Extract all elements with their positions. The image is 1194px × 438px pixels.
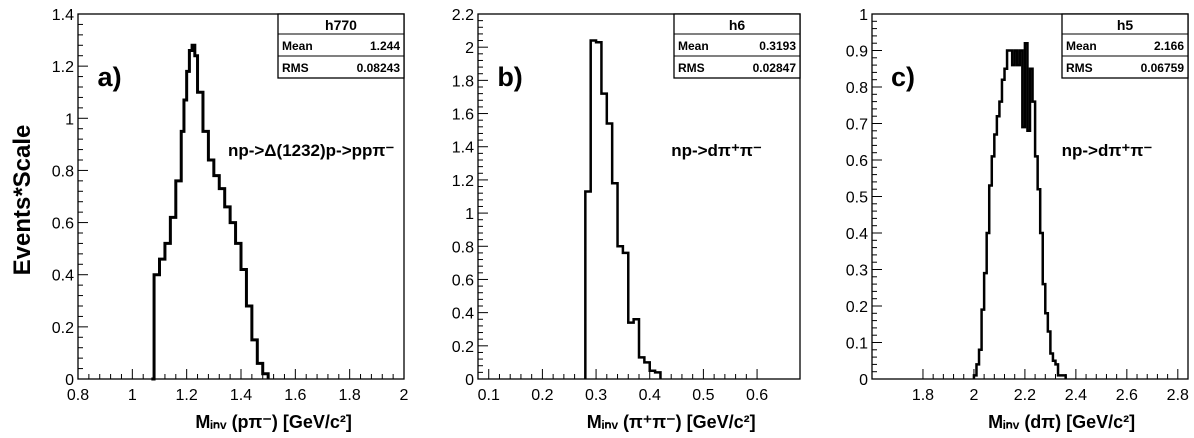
y-tick-label: 0.8 <box>452 239 474 256</box>
y-tick-label: 0 <box>465 372 474 389</box>
y-tick-label: 0.8 <box>846 80 868 97</box>
x-tick-label: 2 <box>969 387 978 404</box>
reaction-annotation: np->dπ⁺π⁻ <box>671 141 762 160</box>
stats-row-value: 0.02847 <box>753 61 797 75</box>
histogram-series-0 <box>151 43 270 381</box>
y-tick-label: 0.6 <box>846 153 868 170</box>
y-tick-label: 0.5 <box>846 190 868 207</box>
y-tick-label: 0.2 <box>846 299 868 316</box>
y-tick-label: 1.2 <box>52 59 74 76</box>
x-tick-label: 2.6 <box>1116 387 1138 404</box>
stats-box <box>277 13 405 79</box>
y-tick-label: 0.2 <box>52 320 74 337</box>
y-tick-label: 2 <box>465 40 474 57</box>
stats-row-label: Mean <box>282 39 313 53</box>
x-tick-label: 0.6 <box>746 387 768 404</box>
x-tick-label: 2 <box>400 387 409 404</box>
histogram-series-0 <box>584 39 662 379</box>
stats-title: h6 <box>729 17 746 33</box>
panel-label: b) <box>497 62 522 92</box>
y-tick-label: 1 <box>465 206 474 223</box>
y-tick-label: 0.9 <box>846 44 868 61</box>
x-tick-label: 0.5 <box>692 387 714 404</box>
x-axis-label: Mᵢₙᵥ (pπ⁻) [GeV/c²] <box>195 412 352 432</box>
y-tick-label: 1.2 <box>452 173 474 190</box>
stats-row-label: RMS <box>282 61 309 75</box>
x-axis-label: Mᵢₙᵥ (π⁺π⁻) [GeV/c²] <box>587 412 756 432</box>
y-tick-label: 1.4 <box>452 140 474 157</box>
y-tick-label: 0.8 <box>52 163 74 180</box>
stats-row-label: RMS <box>678 61 705 75</box>
x-tick-label: 1.6 <box>284 387 306 404</box>
y-tick-label: 0.4 <box>452 306 474 323</box>
stats-row-value: 2.166 <box>1154 39 1184 53</box>
x-tick-label: 2.2 <box>1014 387 1036 404</box>
stats-box <box>1061 13 1189 79</box>
chart-panel-1: 0 0.2 0.4 0.6 0.8 1 1.2 1.4 1.6 1.8 2 2.2 0.1 0.2 0.3 0… <box>452 7 801 432</box>
stats-row-label: RMS <box>1066 61 1093 75</box>
y-tick-label: 0.4 <box>52 268 74 285</box>
chart-panel-2: 0 0.1 0.2 0.3 0.4 0.5 0.6 0.7 0.8 0.9 1 1.8 2 2.2 2.4 2… <box>846 7 1189 432</box>
y-tick-label: 0.7 <box>846 117 868 134</box>
reaction-annotation: np->Δ(1232)p->ppπ⁻ <box>228 141 394 160</box>
stats-row-value: 0.06759 <box>1141 61 1185 75</box>
y-tick-label: 0.4 <box>846 226 868 243</box>
y-tick-label: 0 <box>65 372 74 389</box>
stats-title: h5 <box>1117 17 1134 33</box>
y-tick-label: 0.3 <box>846 263 868 280</box>
x-tick-label: 1.2 <box>176 387 198 404</box>
y-tick-label: 0 <box>859 372 868 389</box>
stats-box <box>673 13 801 79</box>
x-tick-label: 2.4 <box>1065 387 1087 404</box>
x-tick-label: 1.4 <box>230 387 252 404</box>
stats-row-label: Mean <box>678 39 709 53</box>
panel-label: a) <box>98 62 122 92</box>
stats-row-value: 0.3193 <box>759 39 796 53</box>
y-tick-label: 0.1 <box>846 336 868 353</box>
x-tick-label: 0.4 <box>639 387 661 404</box>
reaction-annotation: np->dπ⁺π⁻ <box>1062 141 1153 160</box>
y-tick-label: 1.6 <box>452 107 474 124</box>
panel-label: c) <box>891 62 915 92</box>
x-tick-label: 0.1 <box>478 387 500 404</box>
x-tick-label: 2.8 <box>1167 387 1189 404</box>
x-tick-label: 0.8 <box>67 387 89 404</box>
y-tick-label: 1 <box>65 111 74 128</box>
stats-row-value: 1.244 <box>370 39 400 53</box>
stats-row-label: Mean <box>1066 39 1097 53</box>
x-tick-label: 1 <box>128 387 137 404</box>
y-tick-label: 2.2 <box>452 7 474 24</box>
stats-title: h770 <box>325 17 357 33</box>
y-tick-label: 1.4 <box>52 7 74 24</box>
y-tick-label: 1 <box>859 7 868 24</box>
chart-panel-0: 0 0.2 0.4 0.6 0.8 1 1.2 1.4 0.8 1 1.2 1.4 1.6 1.8 2 a) n… <box>52 7 409 432</box>
y-axis-label: Events*Scale <box>9 125 36 276</box>
y-tick-label: 0.2 <box>452 339 474 356</box>
x-tick-label: 0.3 <box>585 387 607 404</box>
y-tick-label: 0.6 <box>52 216 74 233</box>
y-tick-label: 1.8 <box>452 73 474 90</box>
histogram-series-0 <box>972 41 1067 379</box>
x-tick-label: 1.8 <box>339 387 361 404</box>
x-tick-label: 1.8 <box>912 387 934 404</box>
stats-row-value: 0.08243 <box>357 61 401 75</box>
x-tick-label: 0.2 <box>531 387 553 404</box>
y-tick-label: 0.6 <box>452 272 474 289</box>
x-axis-label: Mᵢₙᵥ (dπ) [GeV/c²] <box>988 412 1135 432</box>
